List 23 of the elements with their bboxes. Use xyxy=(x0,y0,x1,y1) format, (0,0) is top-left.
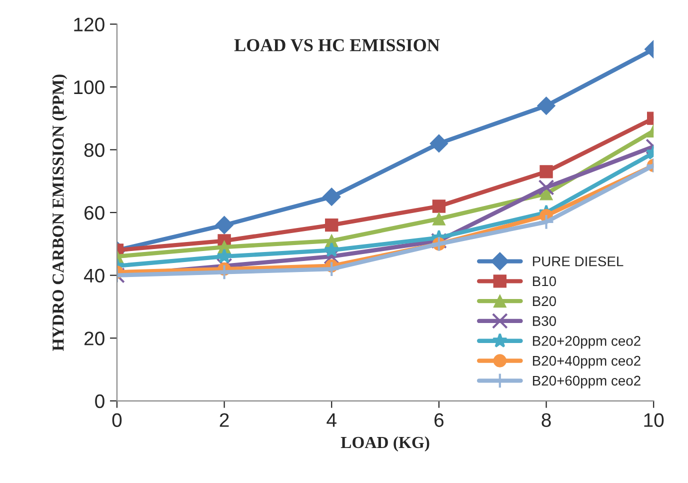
x-axis-title: LOAD (KG) xyxy=(340,436,430,452)
legend-label: B20 xyxy=(532,296,556,306)
x-tick-label: 10 xyxy=(644,413,664,427)
y-tick-label: 100 xyxy=(74,80,104,94)
x-tick-label: 8 xyxy=(542,413,551,427)
legend-label: B20+20ppm ceo2 xyxy=(532,336,640,349)
legend-label: B30 xyxy=(532,316,556,326)
x-tick-label: 2 xyxy=(220,413,229,427)
y-axis-title: HYDRO CARBON EMISSION (PPM) xyxy=(52,74,68,351)
y-tick-label: 20 xyxy=(84,332,104,346)
x-tick-label: 6 xyxy=(434,413,444,427)
y-tick-label: 40 xyxy=(84,268,104,283)
y-tick-label: 0 xyxy=(95,394,104,408)
x-tick-label: 4 xyxy=(326,413,336,427)
legend-label: B20+40ppm ceo2 xyxy=(532,356,640,368)
y-tick-label: 60 xyxy=(84,206,104,220)
legend-label: B10 xyxy=(532,276,556,286)
legend-label: PURE DIESEL xyxy=(532,256,624,266)
text: LOAD VS HC EMISSION xyxy=(234,39,440,52)
y-tick-label: 80 xyxy=(84,143,104,157)
legend-label: B20+60ppm ceo2 xyxy=(532,376,640,388)
x-tick-label: 0 xyxy=(112,413,122,427)
y-tick-label: 120 xyxy=(74,18,104,32)
